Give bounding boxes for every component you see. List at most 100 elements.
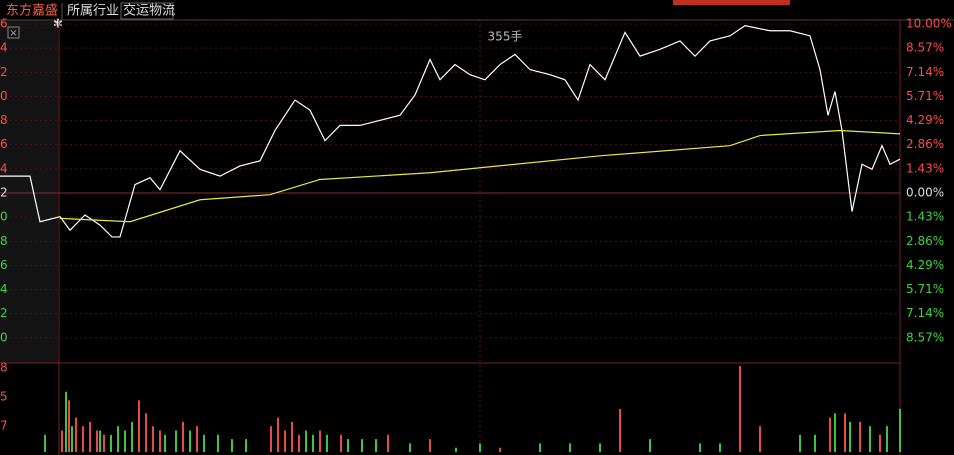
volume-bar — [699, 443, 701, 452]
volume-bar — [65, 391, 67, 452]
volume-bar — [284, 430, 286, 452]
volume-bar — [499, 447, 501, 452]
volume-bar — [619, 409, 621, 452]
left-tick-label: 8 — [0, 113, 8, 127]
volume-bar — [159, 430, 161, 452]
left-tick-label: 2 — [0, 186, 8, 200]
volume-bar — [569, 443, 571, 452]
volume-bar — [291, 421, 293, 452]
volume-bar — [82, 426, 84, 452]
premarket-area — [0, 20, 58, 363]
volume-bar — [375, 439, 377, 452]
header-highlight — [673, 0, 790, 5]
volume-bar — [312, 434, 314, 452]
volume-bar — [71, 426, 73, 452]
left-tick-label: 6 — [0, 258, 8, 272]
volume-bar — [152, 426, 154, 452]
volume-bar — [834, 413, 836, 452]
volume-bar — [455, 447, 457, 452]
volume-bar — [196, 426, 198, 452]
series-line — [0, 25, 901, 238]
left-tick-label: 2 — [0, 65, 8, 79]
stock-tab[interactable]: 东方嘉盛 — [6, 3, 58, 19]
y-tick-label: 7.14% — [906, 65, 944, 79]
volume-bar — [429, 439, 431, 452]
star-icon: ✱ — [53, 17, 63, 31]
y-tick-label: 1.43% — [906, 210, 944, 224]
sector-tab[interactable]: 交运物流 — [123, 3, 175, 19]
y-tick-label: 7.14% — [906, 306, 944, 320]
volume-bar — [270, 426, 272, 452]
volume-bar — [859, 421, 861, 452]
left-tick-label: 2 — [0, 306, 8, 320]
volume-bar — [131, 421, 133, 452]
volume-bar — [61, 430, 63, 452]
series-line — [59, 129, 901, 223]
y-tick-label: 8.57% — [906, 330, 944, 344]
close-icon[interactable]: × — [9, 28, 17, 39]
volume-bar — [799, 434, 801, 452]
y-tick-label: 0.00% — [906, 186, 944, 200]
y-tick-label: 4.29% — [906, 113, 944, 127]
volume-bar — [189, 430, 191, 452]
volume-bar — [739, 366, 741, 452]
close-box[interactable] — [7, 26, 20, 39]
volume-bar — [203, 434, 205, 452]
volume-bar — [719, 443, 721, 452]
y-tick-label: 4.29% — [906, 258, 944, 272]
volume-bar — [99, 430, 101, 452]
volume-bar — [305, 430, 307, 452]
volume-bar — [44, 434, 46, 452]
volume-bar — [164, 434, 166, 452]
volume-bar — [124, 430, 126, 452]
volume-bar — [869, 426, 871, 452]
volume-bar — [182, 421, 184, 452]
volume-tick-label: 5 — [0, 390, 8, 404]
volume-bar — [326, 434, 328, 452]
volume-bar — [879, 434, 881, 452]
left-tick-label: 0 — [0, 330, 8, 344]
volume-bar — [217, 434, 219, 452]
left-tick-label: 0 — [0, 89, 8, 103]
y-tick-label: 1.43% — [906, 161, 944, 175]
industry-tab[interactable]: 所属行业 — [67, 4, 119, 19]
volume-bar — [759, 426, 761, 452]
y-tick-label: 8.57% — [906, 41, 944, 55]
volume-bar — [539, 443, 541, 452]
left-tick-label: 6 — [0, 17, 8, 31]
volume-bar — [347, 439, 349, 452]
volume-bar — [117, 426, 119, 452]
volume-bar — [96, 430, 98, 452]
volume-bar — [409, 443, 411, 452]
volume-bar — [75, 417, 77, 452]
volume-bar — [245, 439, 247, 452]
left-tick-label: 4 — [0, 282, 8, 296]
volume-bar — [479, 443, 481, 452]
y-tick-label: 5.71% — [906, 282, 944, 296]
volume-bar — [138, 400, 140, 452]
volume-bar — [277, 417, 279, 452]
volume-bar — [110, 434, 112, 452]
volume-bar — [361, 439, 363, 452]
volume-bar — [886, 426, 888, 452]
volume-bar — [231, 439, 233, 452]
y-tick-label: 2.86% — [906, 234, 944, 248]
volume-bar — [340, 434, 342, 452]
volume-bar — [849, 421, 851, 452]
volume-bar — [319, 430, 321, 452]
volume-bar — [298, 434, 300, 452]
left-tick-label: 0 — [0, 210, 8, 224]
tab-box — [120, 2, 174, 20]
volume-bar — [899, 409, 901, 452]
volume-bar — [175, 430, 177, 452]
volume-bar — [387, 434, 389, 452]
annotation: 355手 — [488, 30, 523, 44]
volume-bar — [649, 439, 651, 452]
volume-bar — [829, 417, 831, 452]
volume-bar — [814, 434, 816, 452]
left-tick-label: 4 — [0, 161, 8, 175]
y-tick-label: 2.86% — [906, 137, 944, 151]
volume-bar — [844, 413, 846, 452]
volume-bar — [68, 400, 70, 452]
